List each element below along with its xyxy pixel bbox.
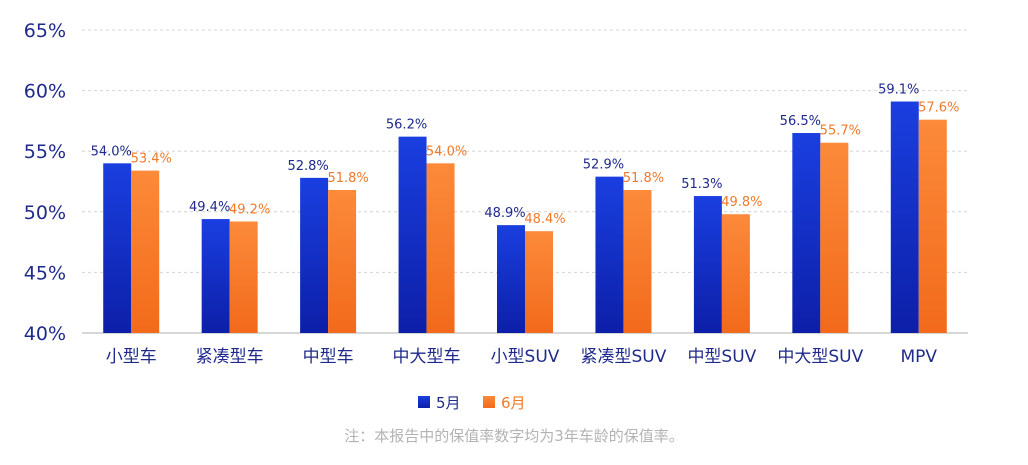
bar-june xyxy=(623,189,652,333)
x-tick-label: 小型车 xyxy=(106,347,157,367)
y-tick-label: 50% xyxy=(24,202,66,224)
x-tick-label: 中大型SUV xyxy=(777,347,863,367)
legend: 5月 6月 xyxy=(418,394,526,412)
x-tick-label: 中型车 xyxy=(303,347,354,367)
data-label: 48.9% xyxy=(484,206,525,221)
data-label: 57.6% xyxy=(918,101,959,116)
bar-may xyxy=(201,219,230,333)
data-label: 51.8% xyxy=(327,171,368,186)
data-label: 52.8% xyxy=(287,159,328,174)
x-tick-label: 小型SUV xyxy=(491,347,560,367)
x-tick-label: 紧凑型车 xyxy=(196,347,264,367)
data-label: 48.4% xyxy=(524,212,565,227)
legend-swatch xyxy=(483,396,495,408)
data-label: 49.2% xyxy=(229,202,270,217)
y-tick-label: 55% xyxy=(24,141,66,163)
data-label: 52.9% xyxy=(583,158,624,173)
bar-june xyxy=(229,221,258,333)
bar-may xyxy=(595,176,624,333)
y-tick-label: 65% xyxy=(24,20,66,42)
y-tick-label: 40% xyxy=(24,323,66,345)
legend-swatch xyxy=(418,396,430,408)
x-tick-label: 中大型车 xyxy=(393,347,461,367)
data-label: 51.8% xyxy=(623,171,664,186)
bar-june xyxy=(820,142,849,333)
bars xyxy=(103,101,947,334)
data-label: 49.8% xyxy=(721,195,762,210)
data-label: 54.0% xyxy=(91,144,132,159)
footnote: 注：本报告中的保值率数字均为3年车龄的保值率。 xyxy=(344,427,684,445)
x-tick-label: 中型SUV xyxy=(687,347,756,367)
data-label: 53.4% xyxy=(131,152,172,167)
bar-may xyxy=(300,177,329,333)
y-tick-label: 60% xyxy=(24,81,66,103)
data-label: 56.5% xyxy=(780,114,821,129)
y-axis: 40% 45% 50% 55% 60% 65% xyxy=(24,20,66,345)
data-labels: 54.0%53.4%49.4%49.2%52.8%51.8%56.2%54.0%… xyxy=(91,83,960,228)
data-label: 49.4% xyxy=(189,200,230,215)
bar-may xyxy=(792,133,821,333)
bar-june xyxy=(525,231,553,333)
x-tick-label: MPV xyxy=(900,347,937,367)
bar-may xyxy=(103,163,132,333)
x-axis: 小型车 紧凑型车 中型车 中大型车 小型SUV 紧凑型SUV 中型SUV 中大型SUV MPV xyxy=(106,347,938,367)
legend-label: 6月 xyxy=(501,394,526,412)
x-tick-label: 紧凑型SUV xyxy=(581,347,667,367)
bar-chart: 40%45%50%55%60%65% 54.0%53.4%49.4%49.2%5… xyxy=(24,20,968,412)
data-label: 51.3% xyxy=(681,177,722,192)
bar-june xyxy=(426,163,455,333)
legend-label: 5月 xyxy=(436,394,461,412)
bar-june xyxy=(131,170,160,333)
data-label: 59.1% xyxy=(878,83,919,98)
bar-june xyxy=(721,214,750,333)
y-tick-label: 45% xyxy=(24,262,66,284)
bar-june xyxy=(918,119,947,333)
data-label: 56.2% xyxy=(386,118,427,133)
data-label: 54.0% xyxy=(426,144,467,159)
bar-may xyxy=(693,196,722,333)
bar-june xyxy=(328,189,357,333)
bar-may xyxy=(497,225,525,333)
bar-may xyxy=(398,136,427,333)
bar-may xyxy=(890,101,919,334)
data-label: 55.7% xyxy=(820,124,861,139)
